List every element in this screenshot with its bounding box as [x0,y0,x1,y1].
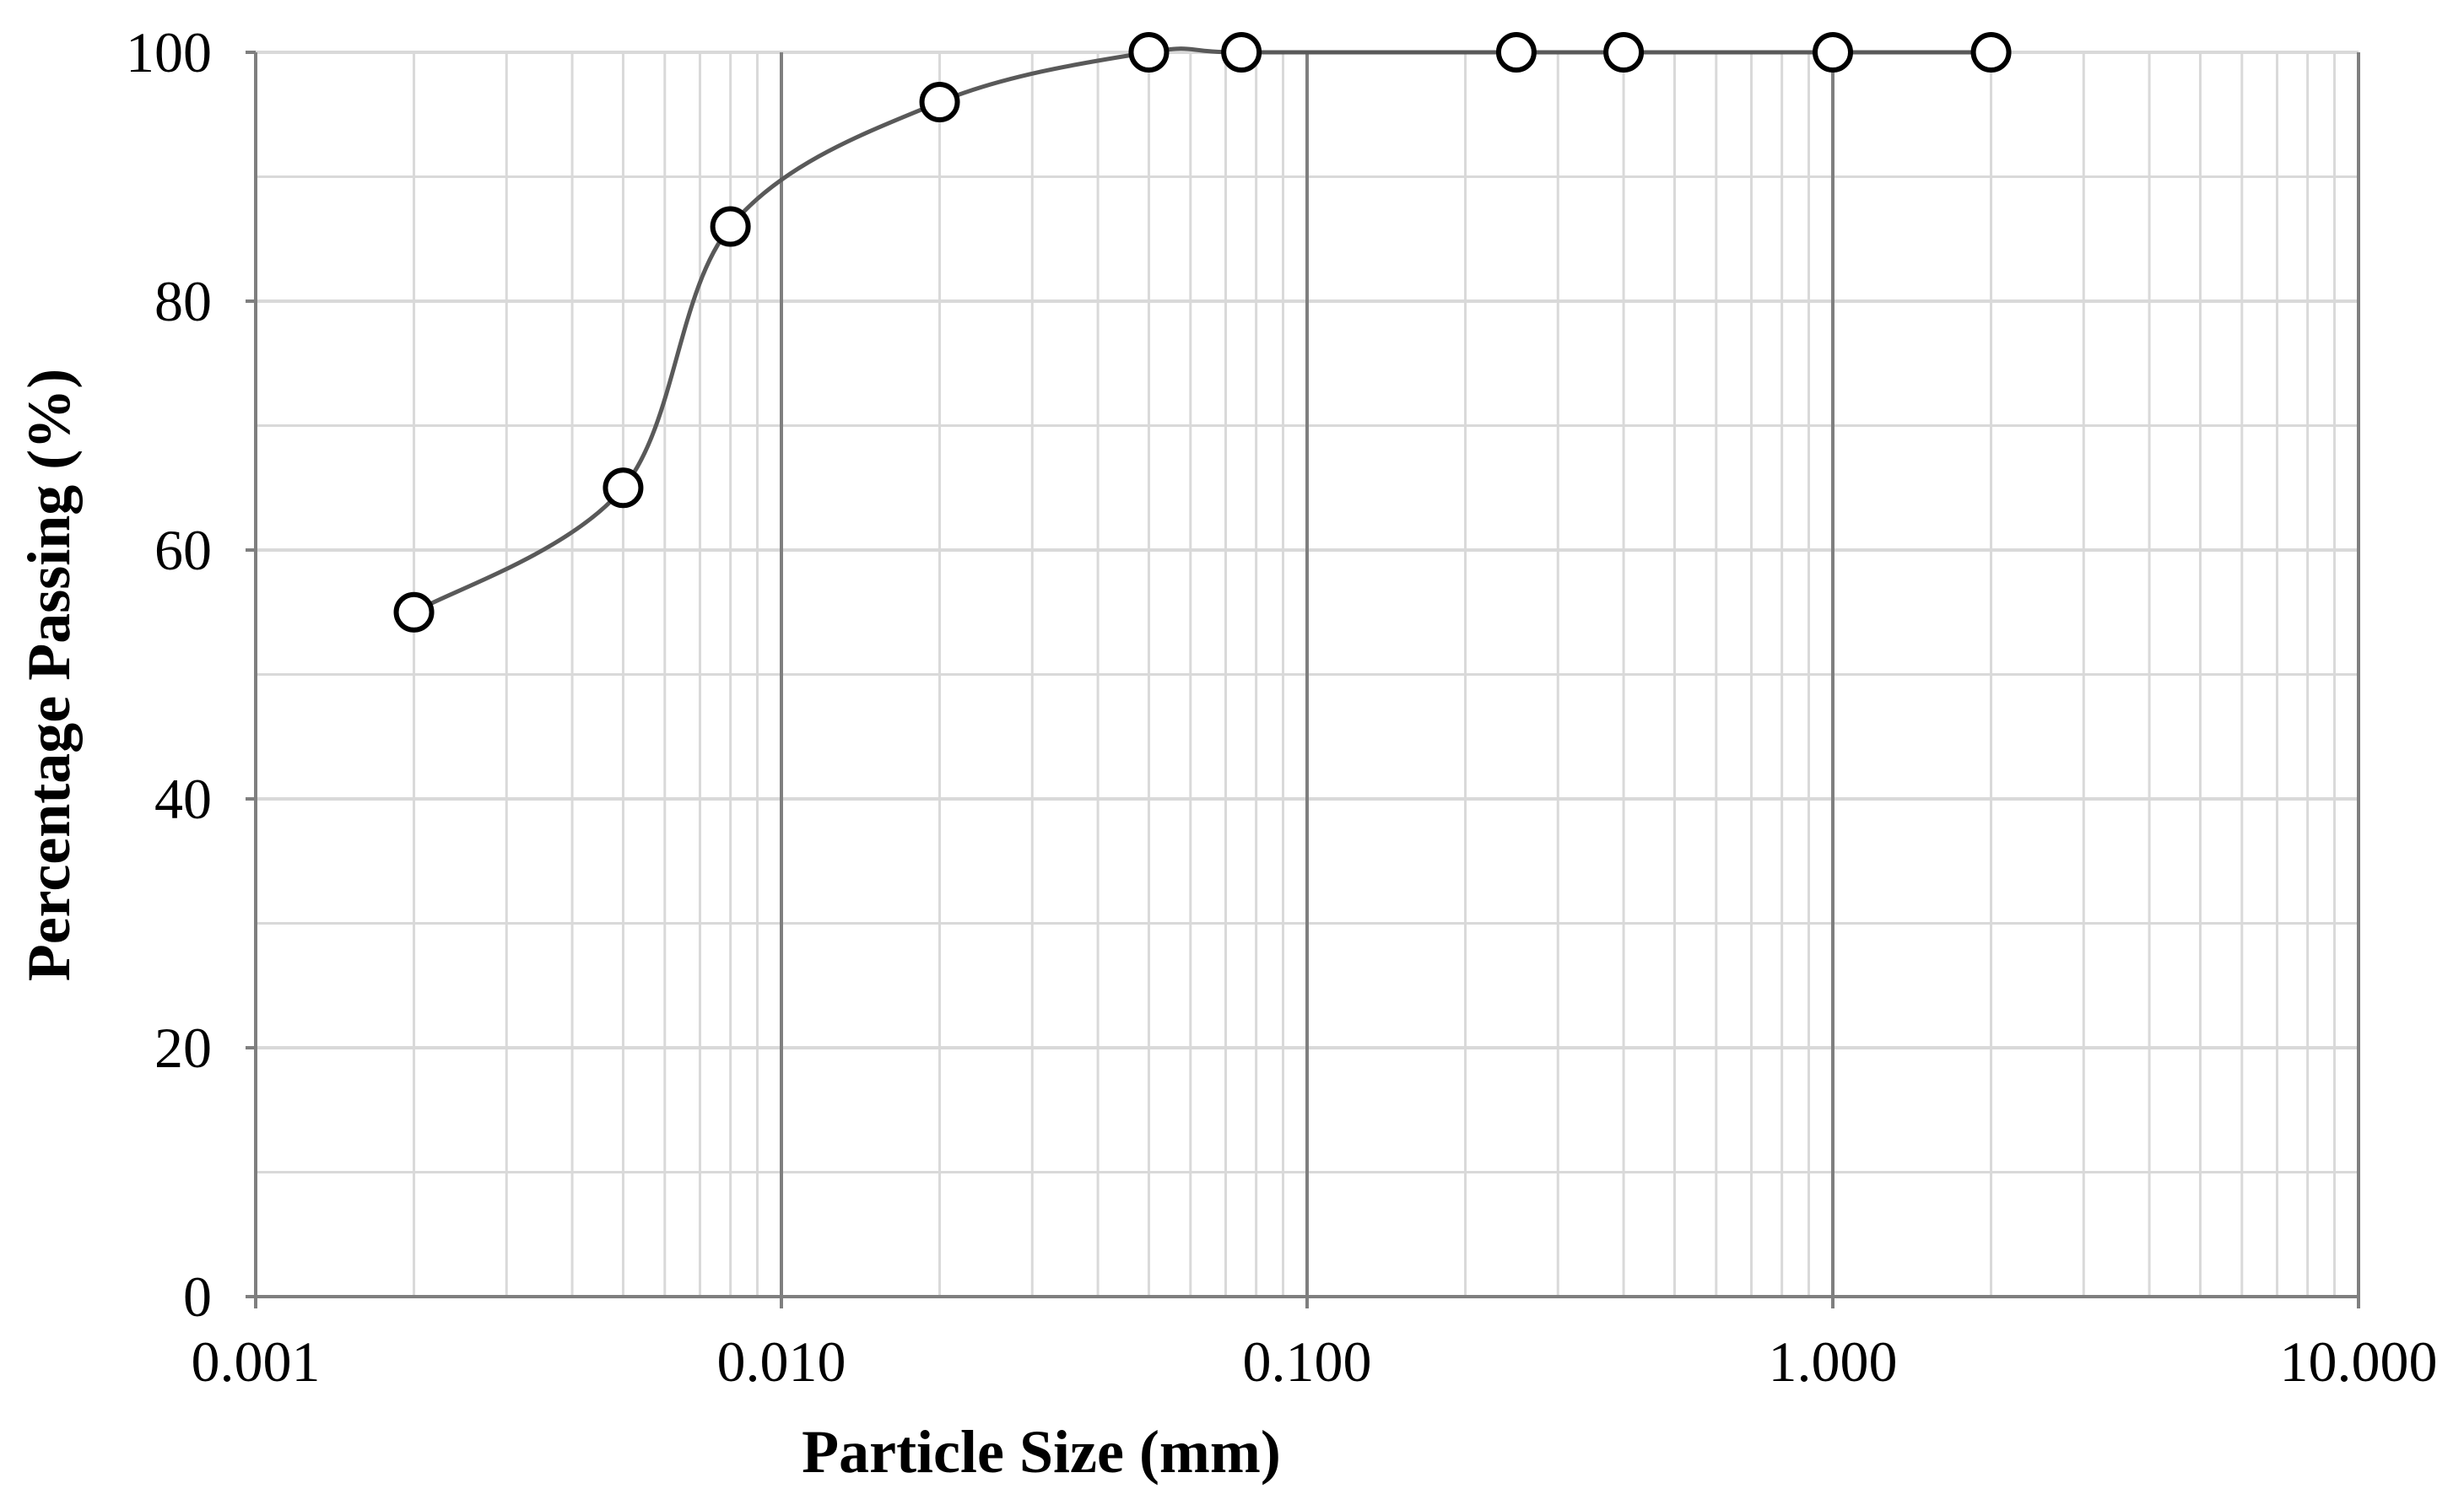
data-series [393,32,2012,633]
data-point [393,591,435,633]
y-tick-label: 20 [154,1016,212,1080]
data-point [602,467,644,509]
y-axis-title: Percentage Passing (%) [15,369,83,982]
data-point [1813,32,1853,73]
grid-lines [256,51,2360,1297]
series-line [413,46,1991,614]
tick-labels: 0.001 0.010 0.100 1.000 10.000 0 20 40 60 80 100 [126,20,2438,1394]
data-point [1495,32,1537,73]
x-tick-label: 0.010 [717,1330,846,1394]
y-tick-label: 40 [154,767,212,831]
x-tick-label: 0.100 [1243,1330,1372,1394]
data-point [1603,32,1645,73]
y-tick-label: 0 [183,1265,212,1329]
y-tick-label: 80 [154,269,212,333]
x-tick-label: 0.001 [192,1330,321,1394]
data-point [919,82,960,122]
data-point [1970,32,2012,73]
data-point [1221,32,1262,73]
data-point [710,206,751,247]
x-axis-title: Particle Size (mm) [802,1418,1281,1486]
y-tick-label: 60 [154,518,212,582]
y-tick-label: 100 [126,20,212,84]
axes [246,51,2360,1308]
data-point [1128,32,1170,73]
x-tick-label: 10.000 [2280,1330,2438,1394]
x-tick-label: 1.000 [1769,1330,1898,1394]
